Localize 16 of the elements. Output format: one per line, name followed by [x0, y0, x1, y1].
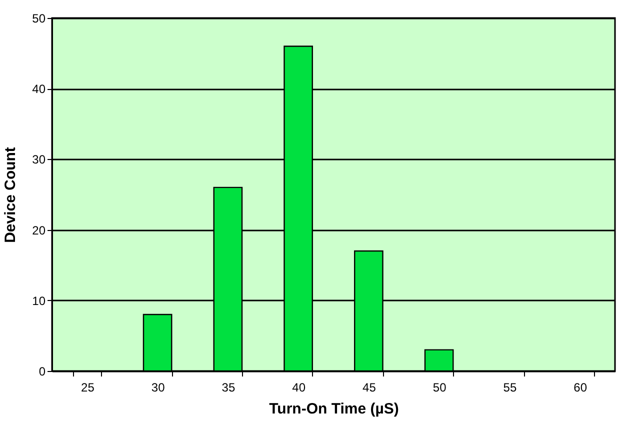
x-tick-label: 35 — [222, 380, 236, 394]
y-tick-label: 50 — [32, 12, 46, 26]
y-tick-label: 10 — [32, 294, 46, 308]
x-tick-label: 25 — [81, 380, 95, 394]
x-tick-label: 50 — [432, 380, 447, 394]
x-axis-title: Turn-On Time (µS) — [269, 400, 399, 418]
x-tick-label: 55 — [503, 380, 517, 394]
y-axis-title: Device Count — [2, 147, 20, 243]
y-tick-label: 40 — [32, 82, 46, 96]
y-tick-label: 20 — [32, 223, 46, 238]
x-tick-label: 45 — [362, 380, 376, 394]
x-tick-label: 30 — [151, 380, 166, 394]
x-tick-label: 60 — [574, 380, 588, 394]
x-tick-label: 40 — [292, 380, 306, 394]
y-tick-label: 0 — [38, 364, 46, 378]
y-tick-label: 30 — [32, 152, 46, 167]
